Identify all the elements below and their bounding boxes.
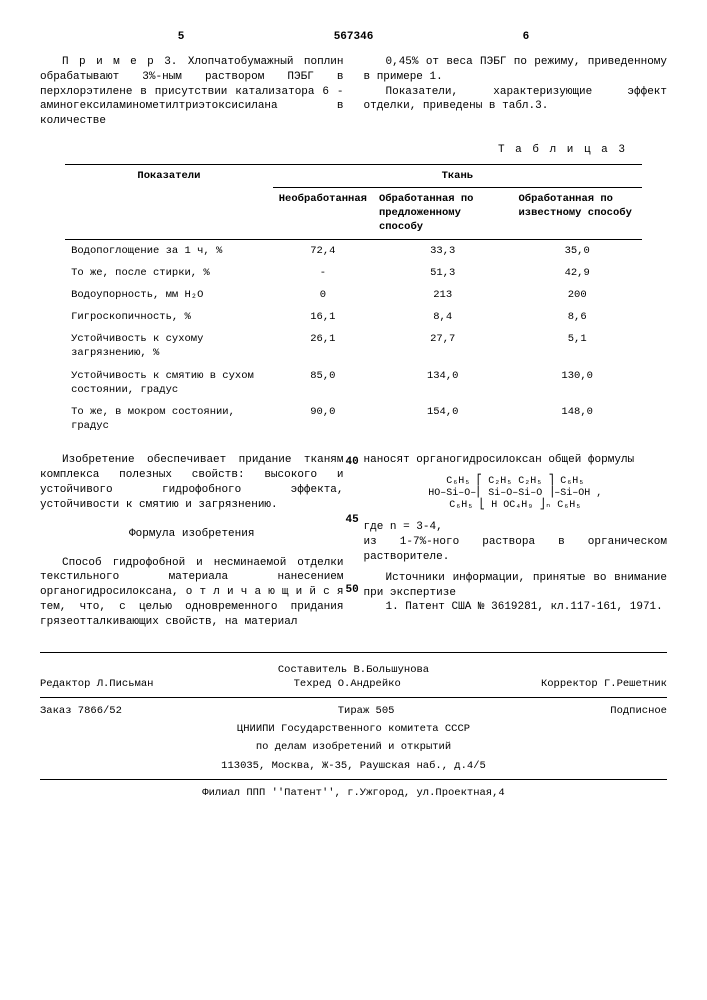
table-row: То же, после стирки, %-51,342,9	[65, 262, 642, 284]
intro-right-p2: Показатели, характеризующие эффект отдел…	[364, 85, 668, 115]
footer-org1: ЦНИИПИ Государственного комитета СССР	[40, 722, 667, 736]
body-right-p2: где n = 3-4, из 1-7%-ного раствора в орг…	[364, 520, 668, 565]
table-row: Водопоглощение за 1 ч, %72,433,335,0	[65, 239, 642, 262]
table-col1-header: Необработанная	[273, 188, 373, 240]
intro-columns: П р и м е р 3. Хлопчатобумажный поплин о…	[40, 55, 667, 129]
table-cell-value: 51,3	[373, 262, 513, 284]
body-right-p3: Источники информации, принятые во вниман…	[364, 571, 668, 601]
table-cell-value: 72,4	[273, 239, 373, 262]
footer-org2: по делам изобретений и открытий	[40, 740, 667, 754]
table-row: Устойчивость к смятию в сухом состоянии,…	[65, 365, 642, 401]
formula-line1: C₆H₅ ⎡ C₂H₅ C₂H₅ ⎤ C₆H₅	[364, 476, 668, 488]
table-cell-value: 90,0	[273, 401, 373, 437]
footer-branch: Филиал ППП ''Патент'', г.Ужгород, ул.Про…	[40, 786, 667, 800]
body-right-p4: 1. Патент США № 3619281, кл.117-161, 197…	[364, 600, 668, 615]
table-cell-value: 134,0	[373, 365, 513, 401]
footer-corrector: Корректор Г.Решетник	[541, 677, 667, 691]
footer-techred: Техред О.Андрейко	[294, 677, 401, 691]
document-number: 567346	[334, 30, 374, 45]
footer-addr1: 113035, Москва, Ж-35, Раушская наб., д.4…	[40, 759, 667, 773]
footer-separator-1	[40, 697, 667, 698]
page-number-left: 5	[40, 30, 322, 45]
body-right-col: 40 45 50 наносят органогидросилоксан общ…	[364, 453, 668, 629]
body-right-p1: наносят органогидросилоксан общей формул…	[364, 453, 668, 468]
table-cell-value: 154,0	[373, 401, 513, 437]
intro-left: П р и м е р 3. Хлопчатобумажный поплин о…	[40, 55, 344, 129]
footer-compiler: Составитель В.Большунова	[40, 663, 667, 677]
table-row: Гигроскопичность, %16,18,48,6	[65, 306, 642, 328]
table-cell-value: 27,7	[373, 328, 513, 364]
body-left-p1: Изобретение обеспечивает придание тканям…	[40, 453, 344, 512]
page-header: 5 567346 6	[40, 30, 667, 45]
table-cell-value: 213	[373, 284, 513, 306]
body-columns: Изобретение обеспечивает придание тканям…	[40, 453, 667, 629]
table-cell-value: 42,9	[512, 262, 641, 284]
table-col3-header: Обработанная по известному способу	[512, 188, 641, 240]
formula-line3: C₆H₅ ⎣ H OC₄H₉ ⎦ₙ C₆H₅	[364, 500, 668, 512]
footer-order: Заказ 7866/52	[40, 704, 122, 718]
footer-order-row: Заказ 7866/52 Тираж 505 Подписное	[40, 704, 667, 718]
footer-tirage: Тираж 505	[338, 704, 395, 718]
intro-right-p1: 0,45% от веса ПЭБГ по режиму, приведенно…	[364, 55, 668, 85]
table-cell-value: 5,1	[512, 328, 641, 364]
table-cell-value: 0	[273, 284, 373, 306]
table-header-group: Ткань	[273, 164, 642, 187]
footer-credits-row: Редактор Л.Письман Техред О.Андрейко Кор…	[40, 677, 667, 691]
line-marker-40: 40	[346, 455, 359, 470]
table-header-main: Показатели	[65, 164, 273, 239]
table-cell-label: То же, после стирки, %	[65, 262, 273, 284]
table-cell-value: 8,4	[373, 306, 513, 328]
table-cell-label: Водоупорность, мм H₂O	[65, 284, 273, 306]
results-table: Показатели Ткань Необработанная Обработа…	[65, 164, 642, 437]
line-marker-50: 50	[346, 583, 359, 598]
body-left-p2: Способ гидрофобной и несминаемой отделки…	[40, 556, 344, 630]
page-number-right: 6	[385, 30, 667, 45]
table-cell-value: 26,1	[273, 328, 373, 364]
table-cell-label: Устойчивость к сухому загрязнению, %	[65, 328, 273, 364]
table-cell-value: 148,0	[512, 401, 641, 437]
claim-title: Формула изобретения	[40, 527, 344, 542]
table-row: Водоупорность, мм H₂O0213200	[65, 284, 642, 306]
table-row: То же, в мокром состоянии, градус90,0154…	[65, 401, 642, 437]
body-left-col: Изобретение обеспечивает придание тканям…	[40, 453, 344, 629]
table-cell-value: 130,0	[512, 365, 641, 401]
table-row: Устойчивость к сухому загрязнению, %26,1…	[65, 328, 642, 364]
table-col2-header: Обработанная по предложенному способу	[373, 188, 513, 240]
table-body: Водопоглощение за 1 ч, %72,433,335,0То ж…	[65, 239, 642, 437]
table-caption: Т а б л и ц а 3	[40, 143, 627, 158]
table-cell-value: 33,3	[373, 239, 513, 262]
table-cell-label: Гигроскопичность, %	[65, 306, 273, 328]
chemical-formula: C₆H₅ ⎡ C₂H₅ C₂H₅ ⎤ C₆H₅ HO–Si–O–⎢ Si–O–S…	[364, 476, 668, 512]
intro-right: 0,45% от веса ПЭБГ по режиму, приведенно…	[364, 55, 668, 129]
table-cell-value: 200	[512, 284, 641, 306]
table-cell-value: 85,0	[273, 365, 373, 401]
table-cell-value: 35,0	[512, 239, 641, 262]
footer: Составитель В.Большунова Редактор Л.Пись…	[40, 652, 667, 800]
line-marker-45: 45	[346, 513, 359, 528]
table-cell-value: 8,6	[512, 306, 641, 328]
table-cell-value: 16,1	[273, 306, 373, 328]
footer-editor: Редактор Л.Письман	[40, 677, 153, 691]
formula-line2: HO–Si–O–⎢ Si–O–Si–O ⎥–Si–OH ,	[364, 488, 668, 500]
table-group-header-row: Показатели Ткань	[65, 164, 642, 187]
table-cell-value: -	[273, 262, 373, 284]
footer-separator-2	[40, 779, 667, 780]
table-cell-label: Водопоглощение за 1 ч, %	[65, 239, 273, 262]
footer-subscription: Подписное	[610, 704, 667, 718]
table-cell-label: Устойчивость к смятию в сухом состоянии,…	[65, 365, 273, 401]
table-cell-label: То же, в мокром состоянии, градус	[65, 401, 273, 437]
